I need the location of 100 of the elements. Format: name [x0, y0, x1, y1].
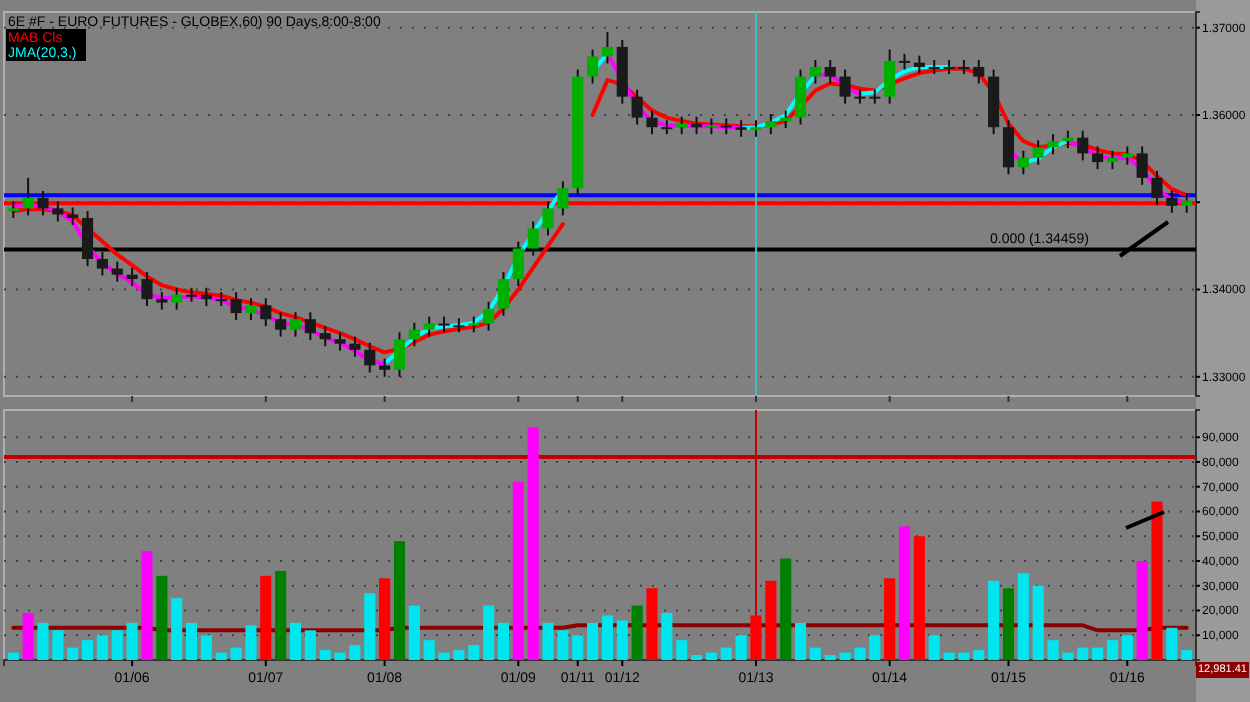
bar [364, 593, 376, 660]
bar [1106, 640, 1119, 660]
bar [794, 622, 807, 660]
bar [527, 427, 539, 660]
candlestick [631, 88, 643, 126]
bar [260, 575, 272, 660]
candlestick [705, 117, 717, 136]
candlestick [898, 52, 911, 71]
bar [111, 630, 123, 660]
bar [780, 558, 792, 660]
candlestick [289, 311, 302, 338]
candlestick [1017, 149, 1029, 176]
candlestick [720, 117, 732, 136]
candlestick [1121, 145, 1133, 166]
bar [200, 635, 212, 660]
bar [720, 647, 732, 660]
candlestick [824, 59, 836, 85]
candlestick [839, 68, 851, 105]
bar [572, 635, 584, 660]
bar [988, 580, 1000, 660]
bar [379, 578, 391, 660]
candlestick [141, 271, 153, 308]
bar [215, 652, 227, 660]
candlestick [1166, 189, 1178, 214]
bar [1166, 627, 1178, 660]
bar [1092, 647, 1104, 660]
candlestick [557, 180, 569, 217]
candlestick [913, 54, 925, 75]
bar [81, 640, 94, 660]
bar [1002, 588, 1015, 660]
bar [497, 622, 510, 660]
bar [898, 526, 911, 660]
bar [884, 578, 896, 660]
bar [7, 652, 19, 660]
candlestick [408, 321, 420, 348]
bar [676, 640, 688, 660]
candlestick [512, 240, 524, 288]
bar [616, 620, 628, 660]
candlestick [1047, 133, 1059, 156]
candlestick [200, 286, 212, 308]
candlestick [765, 113, 777, 136]
bar [646, 588, 658, 660]
bar [67, 647, 79, 660]
candlestick [230, 291, 242, 322]
candlestick [601, 31, 613, 65]
bar [631, 605, 643, 660]
bar [126, 622, 138, 660]
candlestick [304, 311, 316, 342]
bar [1121, 635, 1133, 660]
candlestick [171, 286, 183, 311]
candlestick [96, 251, 108, 277]
candlestick [884, 48, 896, 105]
bar [96, 635, 108, 660]
candlestick [349, 335, 361, 358]
bar [705, 652, 717, 660]
bar [22, 612, 34, 660]
candlestick [1136, 145, 1148, 186]
bar [468, 645, 480, 660]
bar [587, 622, 599, 660]
candlestick [1032, 139, 1044, 166]
candlestick [52, 200, 64, 223]
bar [1077, 647, 1089, 660]
candlestick [1151, 169, 1163, 206]
candlestick [334, 331, 346, 352]
bar [735, 635, 747, 660]
candlestick [1077, 129, 1089, 162]
candlestick [379, 357, 391, 378]
bar [289, 622, 302, 660]
bar [601, 615, 613, 660]
bar [1017, 573, 1029, 660]
candlestick [527, 220, 539, 257]
candlestick [794, 68, 807, 126]
candlestick [319, 325, 331, 348]
candlestick [973, 59, 985, 85]
bar [913, 536, 925, 660]
bar [483, 605, 495, 660]
candlestick [1106, 149, 1119, 171]
candlestick [497, 271, 510, 317]
bar [408, 605, 420, 660]
candlestick [483, 300, 495, 332]
candlestick [542, 200, 554, 237]
bar [1151, 501, 1163, 660]
bar [393, 541, 406, 660]
bar [512, 481, 524, 660]
candlestick [1181, 192, 1193, 214]
candlestick [646, 109, 658, 136]
bar [304, 630, 316, 660]
bar [171, 598, 183, 660]
candlestick [81, 209, 94, 267]
candlestick [260, 297, 272, 328]
bar [973, 650, 985, 660]
candlestick [364, 341, 376, 374]
candlestick [393, 331, 406, 378]
bar [661, 612, 673, 660]
candlestick [1002, 119, 1015, 176]
candlestick [809, 59, 821, 85]
candlestick [111, 260, 123, 283]
bar [141, 551, 153, 660]
bar [156, 575, 168, 660]
candlestick [126, 266, 138, 288]
